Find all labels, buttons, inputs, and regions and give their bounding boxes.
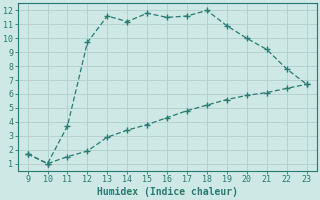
X-axis label: Humidex (Indice chaleur): Humidex (Indice chaleur) — [97, 186, 237, 197]
